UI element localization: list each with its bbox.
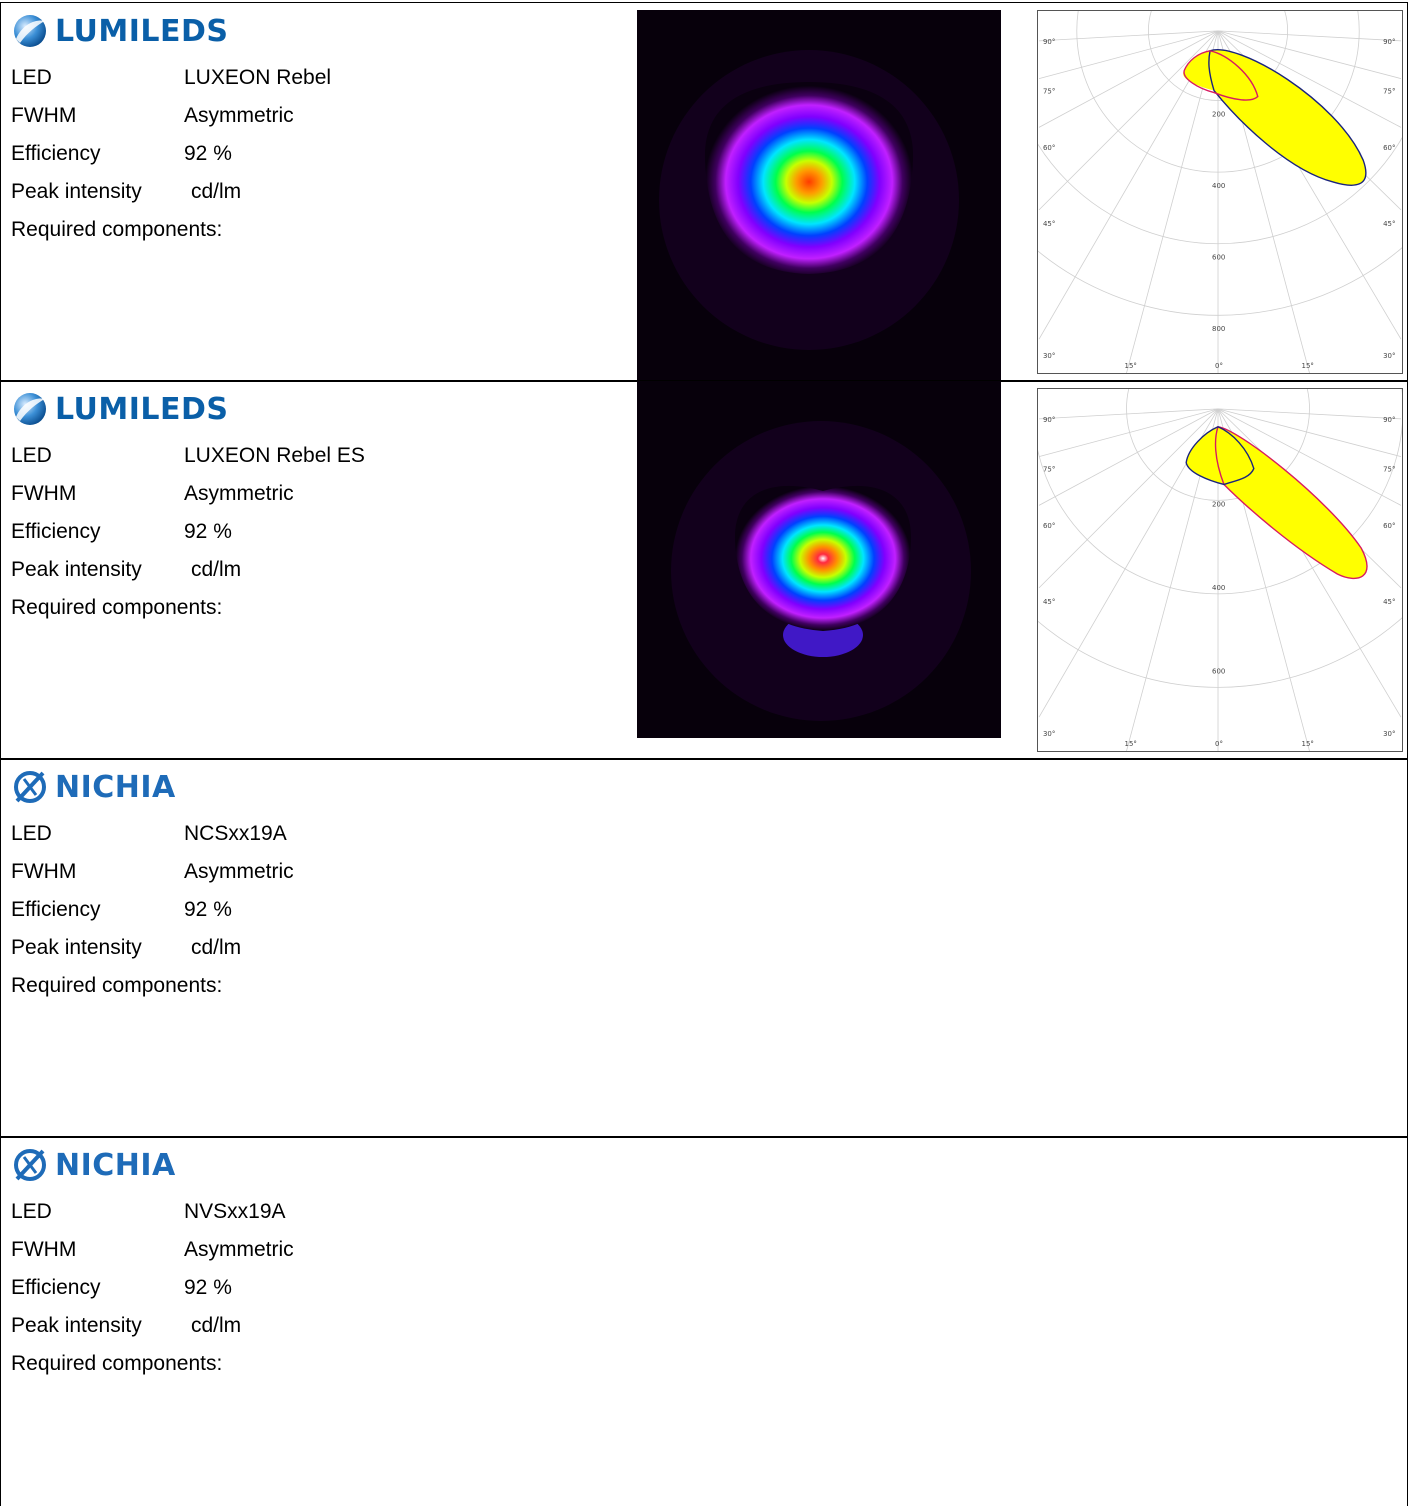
angle-label: 30° (1043, 352, 1055, 360)
angle-label: 0° (1215, 740, 1223, 748)
intensity-curve-fill (1186, 426, 1368, 579)
radial-label: 200 (1212, 500, 1225, 508)
brand-name: NICHIA (55, 1147, 176, 1183)
fwhm-value: Asymmetric (184, 860, 294, 883)
angle-label: 30° (1383, 352, 1395, 360)
efficiency-value: 92 % (184, 520, 232, 543)
efficiency-label: Efficiency (11, 520, 101, 543)
angle-label: 15° (1125, 740, 1137, 748)
angle-label: 60° (1043, 144, 1055, 152)
angle-label: 15° (1125, 362, 1137, 370)
efficiency-value: 92 % (184, 898, 232, 921)
intensity-curve-fill (1183, 49, 1366, 186)
angle-label: 15° (1302, 362, 1314, 370)
angle-label: 90° (1383, 38, 1395, 46)
intensity-curve-secondary (1185, 426, 1255, 486)
brand-name: NICHIA (55, 769, 176, 805)
led-row-1: LUMILEDS LED LUXEON Rebel FWHM Asymmetri… (0, 2, 1408, 382)
angle-label: 90° (1383, 416, 1395, 424)
led-row-3: NICHIA LED NCSxx19A FWHM Asymmetric Effi… (0, 758, 1408, 1138)
led-value: NVSxx19A (184, 1200, 286, 1223)
nichia-emblem-icon (14, 1149, 46, 1181)
peak-intensity-value: cd/lm (191, 558, 242, 581)
radial-label: 600 (1212, 667, 1225, 675)
angle-label: 90° (1043, 416, 1055, 424)
angle-label: 75° (1383, 88, 1395, 96)
angle-label: 45° (1043, 598, 1055, 606)
led-label: LED (11, 1200, 52, 1223)
peak-intensity-value: cd/lm (191, 1314, 242, 1337)
required-components-label: Required components: (11, 596, 223, 619)
peak-intensity-value: cd/lm (191, 180, 242, 203)
led-label: LED (11, 66, 52, 89)
intensity-curve-primary (1208, 49, 1367, 186)
angle-label: 75° (1043, 466, 1055, 474)
fwhm-label: FWHM (11, 1238, 77, 1261)
fwhm-label: FWHM (11, 860, 77, 883)
peak-intensity-label: Peak intensity (11, 936, 142, 959)
fwhm-label: FWHM (11, 482, 77, 505)
required-components-label: Required components: (11, 218, 223, 241)
angle-label: 45° (1383, 220, 1395, 228)
angle-label: 45° (1383, 598, 1395, 606)
angle-label: 30° (1043, 730, 1055, 738)
angle-label: 60° (1043, 522, 1055, 530)
polar-intensity-diagram: 90° 90° 75° 75° 60° 60° 45° 45° 30° 30° … (1037, 388, 1403, 752)
radial-label: 400 (1212, 182, 1225, 190)
peak-intensity-value: cd/lm (191, 936, 242, 959)
angle-label: 60° (1383, 144, 1395, 152)
angle-label: 45° (1043, 220, 1055, 228)
peak-intensity-label: Peak intensity (11, 180, 142, 203)
required-components-label: Required components: (11, 974, 223, 997)
fwhm-value: Asymmetric (184, 1238, 294, 1261)
angle-label: 75° (1383, 466, 1395, 474)
spec-table: LED NVSxx19A FWHM Asymmetric Efficiency … (11, 1193, 571, 1393)
lumileds-globe-icon (14, 393, 46, 425)
radial-label: 200 (1212, 110, 1225, 118)
polar-intensity-diagram: 90° 90° 75° 75° 60° 60° 45° 45° 30° 30° … (1037, 10, 1403, 374)
lumileds-logo: LUMILEDS (11, 13, 229, 49)
fwhm-value: Asymmetric (184, 482, 294, 505)
brand-name: LUMILEDS (55, 391, 229, 427)
radial-label: 600 (1212, 254, 1225, 262)
angle-label: 75° (1043, 88, 1055, 96)
angle-label: 30° (1383, 730, 1395, 738)
led-value: LUXEON Rebel (184, 66, 332, 89)
efficiency-value: 92 % (184, 1276, 232, 1299)
spec-table: LED NCSxx19A FWHM Asymmetric Efficiency … (11, 815, 571, 1015)
required-components-label: Required components: (11, 1352, 223, 1375)
spec-table: LED LUXEON Rebel FWHM Asymmetric Efficie… (11, 59, 571, 259)
angle-label: 60° (1383, 522, 1395, 530)
led-value: NCSxx19A (184, 822, 287, 845)
efficiency-label: Efficiency (11, 142, 101, 165)
lumileds-logo: LUMILEDS (11, 391, 229, 427)
light-distribution-heatmap (637, 10, 1001, 382)
intensity-curve-primary (1214, 426, 1368, 580)
angle-label: 15° (1302, 740, 1314, 748)
angle-label: 90° (1043, 38, 1055, 46)
peak-intensity-label: Peak intensity (11, 1314, 142, 1337)
spec-table: LED LUXEON Rebel ES FWHM Asymmetric Effi… (11, 437, 571, 637)
intensity-curve-secondary (1183, 50, 1259, 101)
nichia-logo: NICHIA (11, 1147, 176, 1183)
peak-intensity-label: Peak intensity (11, 558, 142, 581)
led-label: LED (11, 822, 52, 845)
led-value: LUXEON Rebel ES (184, 444, 365, 467)
efficiency-label: Efficiency (11, 898, 101, 921)
radial-label: 400 (1212, 584, 1225, 592)
nichia-emblem-icon (14, 771, 46, 803)
lumileds-globe-icon (14, 15, 46, 47)
fwhm-value: Asymmetric (184, 104, 294, 127)
fwhm-label: FWHM (11, 104, 77, 127)
nichia-logo: NICHIA (11, 769, 176, 805)
led-row-2: LUMILEDS LED LUXEON Rebel ES FWHM Asymme… (0, 380, 1408, 760)
brand-name: LUMILEDS (55, 13, 229, 49)
radial-label: 800 (1212, 325, 1225, 333)
efficiency-label: Efficiency (11, 1276, 101, 1299)
light-distribution-heatmap (637, 381, 1001, 738)
led-label: LED (11, 444, 52, 467)
angle-label: 0° (1215, 362, 1223, 370)
efficiency-value: 92 % (184, 142, 232, 165)
led-row-4: NICHIA LED NVSxx19A FWHM Asymmetric Effi… (0, 1136, 1408, 1506)
